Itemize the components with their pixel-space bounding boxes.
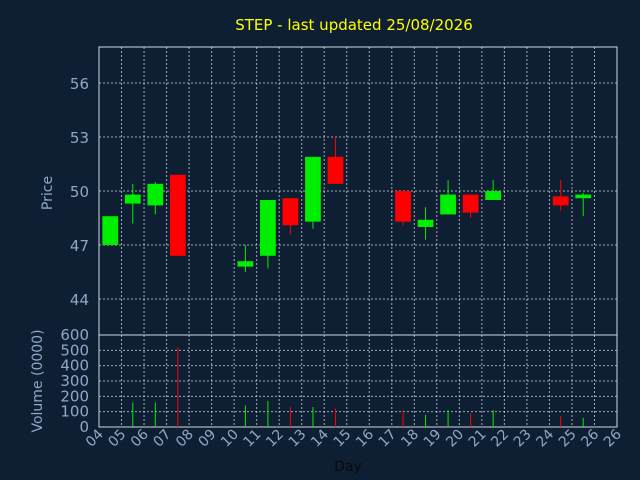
candle-body <box>440 194 456 215</box>
x-axis-label: Day <box>334 459 362 475</box>
volume-tick-label: 600 <box>60 326 89 344</box>
volume-frame <box>98 334 618 428</box>
x-tick-label: 15 <box>331 427 355 451</box>
x-tick-label: 17 <box>376 427 400 451</box>
x-tick-label: 21 <box>466 427 490 451</box>
x-tick-label: 25 <box>556 427 580 451</box>
candle-body <box>282 198 299 226</box>
price-tick-label: 47 <box>70 237 89 255</box>
x-tick-label: 16 <box>353 426 377 450</box>
x-tick-label: 19 <box>421 427 445 451</box>
price-tick-label: 56 <box>70 75 89 93</box>
volume-axis-label: Volume (0000) <box>30 329 46 432</box>
x-tick-label: 12 <box>263 427 287 451</box>
x-tick-label: 23 <box>511 427 535 451</box>
candle-body <box>305 156 321 222</box>
volume-tick-label: 0 <box>79 418 89 436</box>
price-tick-label: 53 <box>70 129 89 147</box>
candle-body <box>575 194 592 199</box>
x-axis: 0405060708091011121314151617181920212223… <box>83 426 625 450</box>
chart-title: STEP - last updated 25/08/2026 <box>235 16 473 34</box>
x-tick-label: 26 <box>601 426 625 450</box>
x-tick-label: 07 <box>150 427 174 451</box>
candle-body <box>102 216 119 245</box>
candle-body <box>462 194 479 213</box>
candle-body <box>327 156 344 184</box>
x-tick-label: 14 <box>308 426 332 450</box>
x-tick-label: 11 <box>241 427 265 451</box>
x-tick-label: 08 <box>173 427 197 451</box>
x-tick-label: 09 <box>196 427 220 451</box>
price-axis-label: Price <box>40 176 56 210</box>
volume-tick-label: 300 <box>60 372 89 390</box>
x-tick-label: 06 <box>128 426 152 450</box>
volume-tick-label: 500 <box>60 341 89 359</box>
price-panel: 44 47 50 53 56 <box>70 46 618 336</box>
price-tick-label: 50 <box>70 183 89 201</box>
candle-body <box>485 191 502 200</box>
x-tick-label: 26 <box>578 426 602 450</box>
candle-body <box>237 261 254 267</box>
x-tick-label: 22 <box>488 427 512 451</box>
candle-body <box>260 200 276 256</box>
volume-tick-label: 200 <box>60 387 89 405</box>
x-tick-label: 10 <box>218 427 242 451</box>
candle-body <box>169 174 186 256</box>
volume-tick-label: 100 <box>60 403 89 421</box>
candle-body <box>147 183 164 206</box>
candle-body <box>552 196 569 206</box>
candle-body <box>124 194 141 204</box>
candle-body <box>395 191 411 222</box>
candle-body <box>417 219 434 227</box>
volume-tick-label: 400 <box>60 357 89 375</box>
price-tick-label: 44 <box>70 291 89 309</box>
x-tick-label: 24 <box>533 426 557 450</box>
x-tick-label: 20 <box>443 427 467 451</box>
x-tick-label: 18 <box>398 427 422 451</box>
x-tick-label: 13 <box>286 427 310 451</box>
x-tick-label: 05 <box>105 427 129 451</box>
